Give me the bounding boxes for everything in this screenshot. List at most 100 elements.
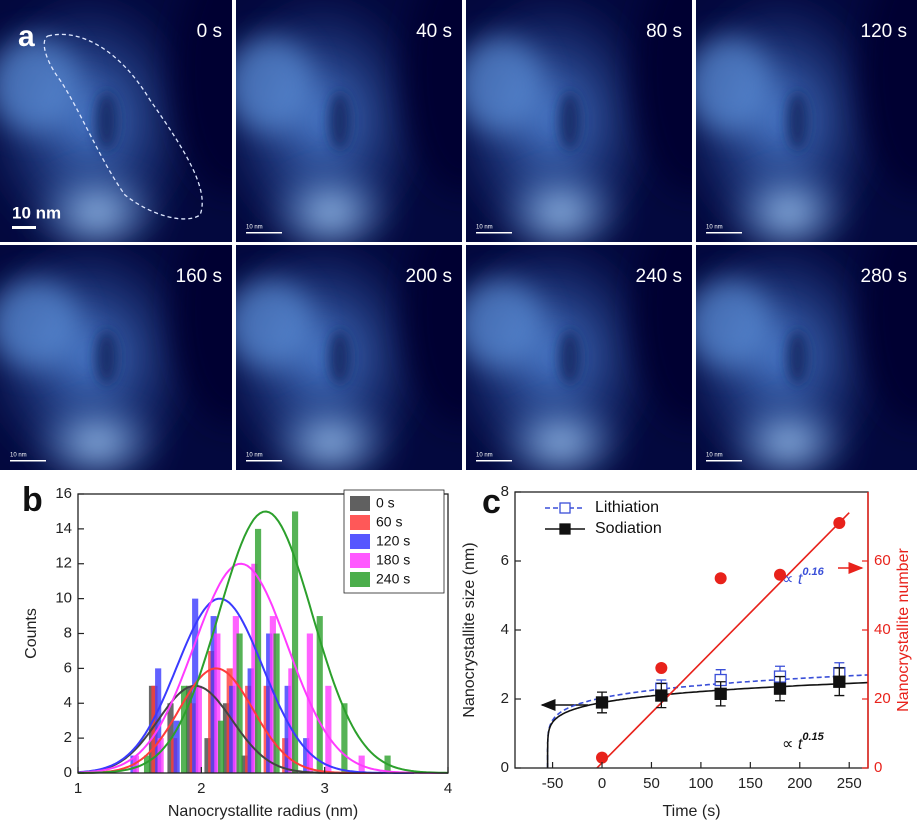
linear-fit xyxy=(596,512,850,768)
scale-bar xyxy=(706,460,742,462)
y-tick-label: 12 xyxy=(55,555,72,572)
vacuum xyxy=(174,245,232,425)
bar xyxy=(254,528,262,773)
bar xyxy=(180,685,188,773)
fit-annotation-text: ∝ t xyxy=(782,736,803,753)
y2-tick-label: 40 xyxy=(874,621,891,638)
y-axis-title: Counts xyxy=(23,608,40,659)
micrograph xyxy=(696,0,917,242)
y-tick-label: 8 xyxy=(501,483,509,500)
vacuum xyxy=(405,245,462,425)
legend-label: Lithiation xyxy=(595,499,659,516)
legend-label: 60 s xyxy=(376,514,402,530)
x-tick-label: 4 xyxy=(444,780,452,797)
data-point xyxy=(833,517,846,530)
data-point xyxy=(596,751,609,764)
panel-label: a xyxy=(18,20,35,53)
bar xyxy=(210,616,217,773)
data-point xyxy=(714,687,727,700)
data-point xyxy=(655,661,668,674)
data-point xyxy=(714,572,727,585)
fit-annotation-text: ∝ t xyxy=(782,571,803,588)
particle-bright xyxy=(236,278,316,369)
panel-label: b xyxy=(22,481,43,519)
bar xyxy=(229,685,236,773)
bar xyxy=(214,633,221,773)
time-label: 200 s xyxy=(406,266,452,287)
scale-bar xyxy=(12,226,36,229)
legend-swatch xyxy=(350,553,370,568)
gaussian-fit xyxy=(77,597,415,774)
bar xyxy=(173,720,180,773)
fit-annotation: ∝ t0.15 xyxy=(782,731,825,753)
x-tick-label: -50 xyxy=(542,775,564,792)
panel-label: c xyxy=(482,483,501,521)
vacuum xyxy=(405,0,462,194)
region-outline xyxy=(43,33,203,220)
x-tick-label: 3 xyxy=(320,780,328,797)
fit-exponent: 0.15 xyxy=(802,731,824,743)
fit-exponent: 0.16 xyxy=(802,566,824,578)
bar xyxy=(247,668,254,773)
time-label: 280 s xyxy=(861,266,907,287)
y-tick-label: 8 xyxy=(64,624,72,641)
particle-bright xyxy=(0,278,82,369)
bar xyxy=(273,633,280,773)
legend-swatch xyxy=(350,572,370,587)
legend-marker xyxy=(559,502,571,514)
legend-label: Sodiation xyxy=(595,520,662,537)
legend-label: 180 s xyxy=(376,552,410,568)
data-point xyxy=(595,696,609,709)
x-tick-label: 0 xyxy=(598,775,606,792)
y2-tick-label: 0 xyxy=(874,759,882,776)
bar xyxy=(143,755,151,773)
particle-core xyxy=(493,164,629,242)
y-tick-label: 2 xyxy=(64,729,72,746)
scale-bar xyxy=(10,460,46,462)
scale-bar xyxy=(706,232,742,234)
legend-swatch xyxy=(350,496,370,511)
bar xyxy=(185,685,193,773)
micrograph xyxy=(696,245,917,470)
dark-region xyxy=(95,330,119,385)
particle-core xyxy=(722,164,856,242)
particle-core xyxy=(27,164,168,242)
bar xyxy=(222,703,230,773)
x-tick-label: 1 xyxy=(74,780,82,797)
vacuum xyxy=(861,0,917,194)
vacuum xyxy=(635,0,692,194)
y2-tick-label: 60 xyxy=(874,552,891,569)
particle-core xyxy=(27,398,168,470)
gaussian-fit xyxy=(78,510,449,774)
bar xyxy=(316,616,323,773)
particle-core xyxy=(493,398,629,470)
legend-swatch xyxy=(350,515,370,530)
micrograph xyxy=(466,0,692,242)
data-point xyxy=(655,689,668,702)
dark-region xyxy=(786,330,809,385)
scale-bar xyxy=(246,232,282,234)
x-axis-title: Nanocrystallite radius (nm) xyxy=(168,803,358,820)
scale-bar xyxy=(246,460,282,462)
legend-label: 240 s xyxy=(376,571,410,587)
bar xyxy=(358,755,365,773)
particle-bright xyxy=(0,36,82,134)
legend-label: 0 s xyxy=(376,495,395,511)
scale-bar-label: 10 nm xyxy=(12,203,61,222)
bar xyxy=(269,616,276,773)
particle-bright xyxy=(466,36,546,134)
bar xyxy=(217,720,225,773)
y2-tick-label: 20 xyxy=(874,690,891,707)
scale-bar xyxy=(476,460,512,462)
particle-bright xyxy=(696,278,774,369)
x-axis-title: Time (s) xyxy=(662,803,720,820)
y-tick-label: 10 xyxy=(55,590,72,607)
scale-bar-label: 10 nm xyxy=(10,453,27,459)
scale-bar-label: 10 nm xyxy=(246,453,263,459)
y-tick-label: 6 xyxy=(64,659,72,676)
scale-bar-label: 10 nm xyxy=(476,225,493,231)
dark-region xyxy=(786,91,809,151)
data-point xyxy=(773,682,787,695)
micrograph xyxy=(236,0,462,242)
